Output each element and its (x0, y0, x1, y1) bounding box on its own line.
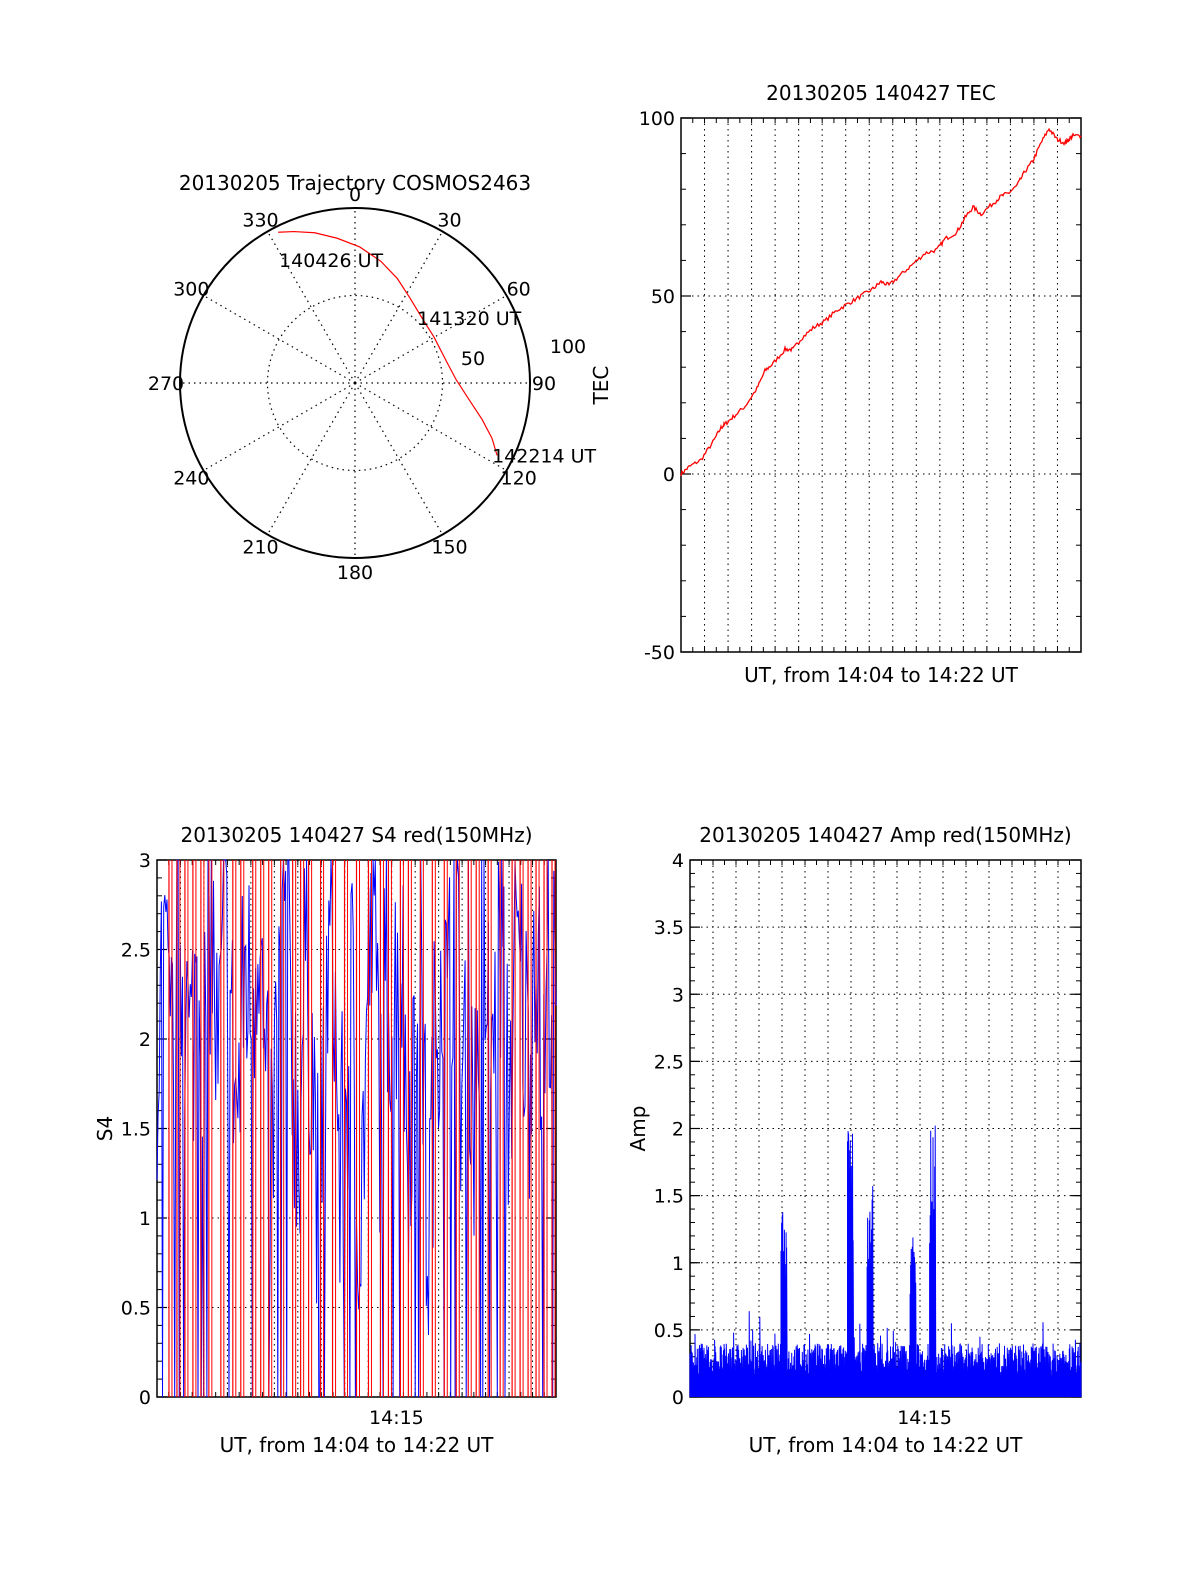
y-tick-label: 0.5 (121, 1298, 151, 1320)
polar-outer-circle (179, 207, 531, 559)
x-axis-label: UT, from 14:04 to 14:22 UT (749, 1433, 1024, 1457)
amp-series (689, 1125, 1082, 1398)
tec-line (680, 127, 1082, 477)
angle-label: 60 (507, 279, 531, 301)
y-tick-label: 0 (663, 464, 675, 486)
polar-spoke (354, 382, 444, 535)
y-tick-label: 2 (672, 1119, 684, 1141)
chart-title: 20130205 140427 S4 red(150MHz) (181, 823, 533, 847)
polar-spoke (203, 382, 356, 472)
x-axis-label: UT, from 14:04 to 14:22 UT (220, 1433, 495, 1457)
y-tick-label: 3 (139, 850, 151, 872)
y-tick-label: 100 (639, 108, 675, 130)
y-tick-label: 1.5 (121, 1119, 151, 1141)
angle-label: 300 (173, 279, 209, 301)
time-annotation: 141320 UT (417, 308, 521, 330)
y-tick-label: 3 (672, 984, 684, 1006)
angle-label: 120 (501, 468, 537, 490)
chart-title: 20130205 140427 Amp red(150MHz) (699, 823, 1071, 847)
chart-title: 20130205 Trajectory COSMOS2463 (179, 171, 531, 195)
y-tick-label: 3.5 (654, 917, 684, 939)
y-tick-label: 0.5 (654, 1320, 684, 1342)
y-tick-label: -50 (644, 642, 675, 664)
angle-label: 270 (148, 373, 184, 395)
angle-label: 90 (532, 373, 556, 395)
trajectory-line (278, 230, 498, 456)
y-tick-label: 0 (139, 1387, 151, 1409)
x-tick-label: 14:15 (897, 1407, 952, 1429)
y-tick-label: 4 (672, 850, 684, 872)
y-tick-label: 2.5 (654, 1051, 684, 1073)
chart-title: 20130205 140427 TEC (766, 81, 996, 105)
y-tick-label: 1 (139, 1208, 151, 1230)
polar-spoke (266, 382, 356, 535)
y-tick-label: 1 (672, 1253, 684, 1275)
plot-frame (689, 859, 1082, 1398)
radius-label: 100 (550, 336, 586, 358)
angle-label: 330 (242, 209, 278, 231)
time-annotation: 140426 UT (279, 250, 383, 272)
plot-frame (680, 117, 1082, 653)
y-axis-label: TEC (589, 366, 613, 406)
x-axis-label: UT, from 14:04 to 14:22 UT (744, 663, 1019, 687)
angle-label: 240 (173, 468, 209, 490)
polar-spoke (354, 382, 507, 472)
polar-grid-circle (266, 294, 444, 472)
x-tick-label: 14:15 (369, 1407, 424, 1429)
angle-label: 180 (337, 562, 373, 584)
y-tick-label: 2 (139, 1029, 151, 1051)
y-tick-label: 1.5 (654, 1186, 684, 1208)
y-axis-label: Amp (626, 1106, 650, 1152)
angle-label: 150 (431, 537, 467, 559)
angle-label: 0 (349, 184, 361, 206)
angle-label: 30 (437, 209, 461, 231)
time-annotation: 142214 UT (492, 445, 596, 467)
radius-label: 50 (461, 348, 485, 370)
y-tick-label: 50 (651, 286, 675, 308)
y-tick-label: 0 (672, 1387, 684, 1409)
y-axis-label: S4 (93, 1116, 117, 1141)
angle-label: 210 (242, 537, 278, 559)
y-tick-label: 2.5 (121, 940, 151, 962)
